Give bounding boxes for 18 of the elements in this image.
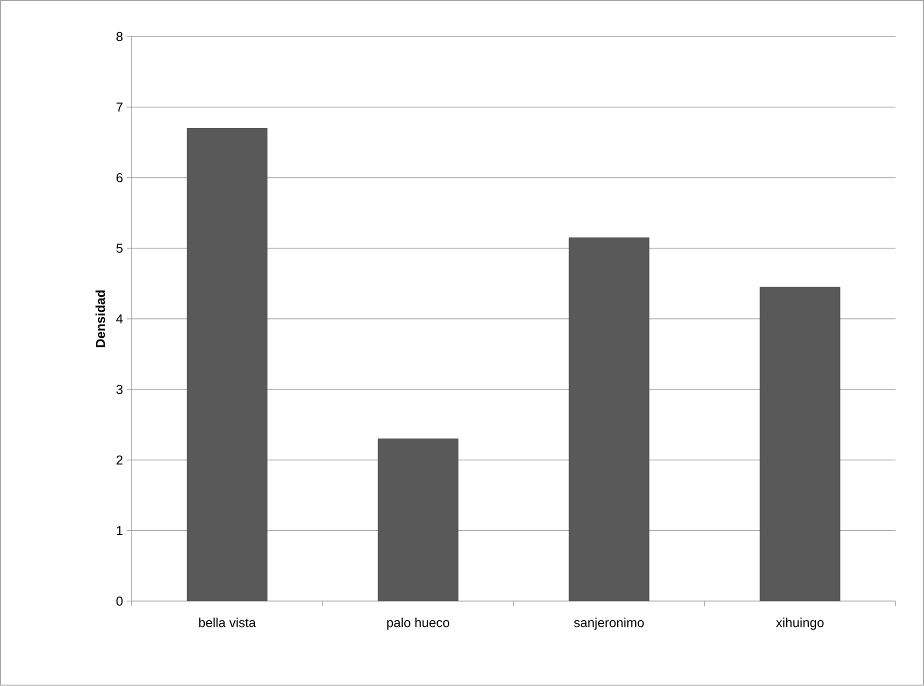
bar [186,128,268,602]
bar [568,238,650,602]
y-tick-label: 3 [116,384,123,394]
bar [760,287,840,602]
y-axis-title: Densidad [96,290,106,348]
y-tick-label: 4 [116,314,123,324]
x-tick-label: xihuingo [776,618,824,630]
y-tick-label: 8 [116,32,123,42]
y-tick-label: 1 [116,526,122,536]
y-tick-label: 7 [116,102,122,112]
y-tick-label: 5 [116,244,123,253]
x-tick-label: sanjeronimo [574,618,644,630]
x-tick-label: bella vista [199,618,256,628]
x-tick-label: palo hueco [387,618,450,630]
y-tick-label: 2 [116,456,122,465]
y-tick-label: 6 [116,173,123,182]
bar [378,438,458,602]
y-tick-label: 0 [116,596,123,606]
